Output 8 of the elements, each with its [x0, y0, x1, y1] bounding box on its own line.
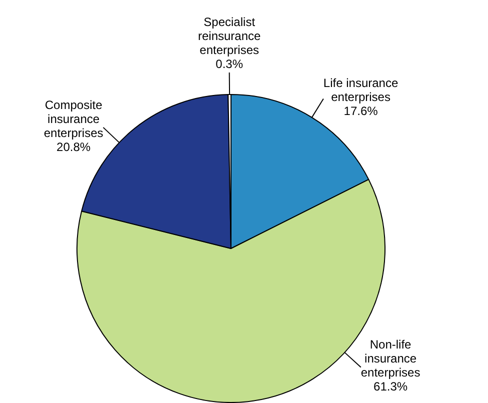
data-label: 0.3%	[216, 56, 244, 71]
slice-label: Non-life insurance enterprises	[360, 338, 420, 380]
data-label: 20.8%	[56, 140, 91, 154]
data-label: 61.3%	[374, 380, 408, 394]
slice-label: Life insurance enterprises	[323, 76, 398, 104]
slice-label: Specialist reinsurance enterprises	[198, 14, 262, 57]
data-label: 17.6%	[344, 104, 378, 118]
slice-label: Composite insurance enterprises	[44, 98, 104, 140]
